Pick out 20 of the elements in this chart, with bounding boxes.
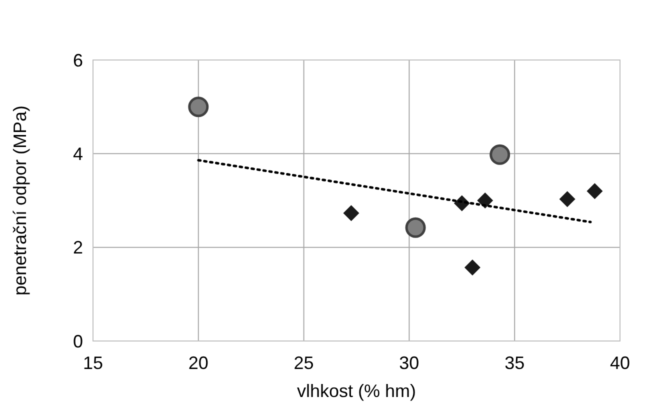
point [464,259,480,276]
x-tick-label: 20 [188,353,208,373]
x-axis-title: vlhkost (% hm) [296,381,416,401]
x-tick-label: 35 [504,353,525,373]
x-tick-label: 25 [294,353,314,373]
point [343,205,360,222]
y-tick-label: 2 [72,238,83,258]
y-tick-label: 4 [72,144,83,164]
point [559,191,576,208]
point [405,217,426,238]
y-tick-label: 0 [72,331,83,352]
x-tick-label: 30 [399,353,420,373]
x-tick-label: 15 [82,353,104,373]
x-tick-label: 40 [610,353,630,373]
point [490,144,510,165]
y-axis-title: penetrační odpor (MPa) [10,105,30,296]
point [477,192,494,208]
point [188,96,209,118]
y-tick-label: 6 [72,50,83,70]
point [586,183,603,200]
